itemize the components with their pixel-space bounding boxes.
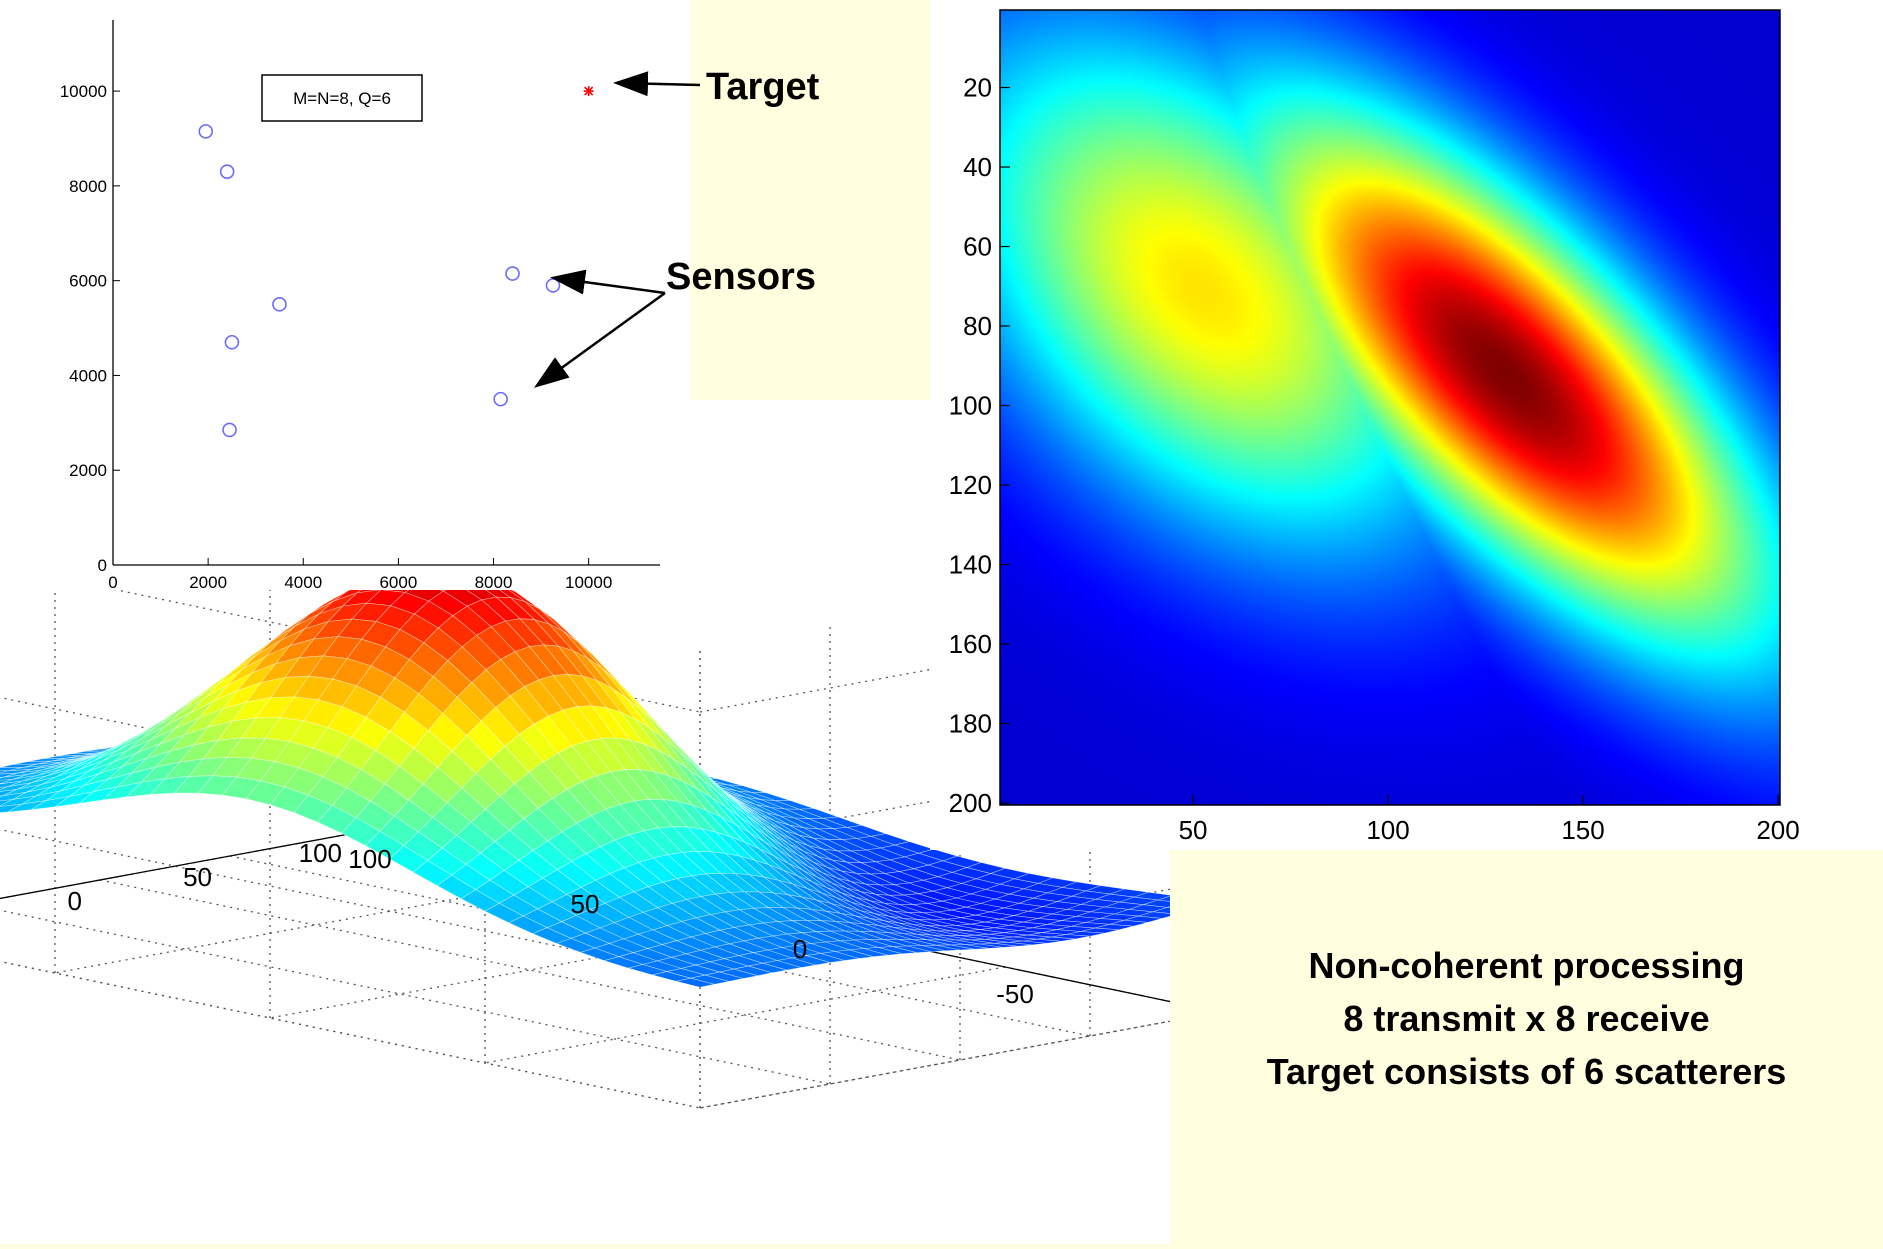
caption-line-1: Non-coherent processing: [1308, 945, 1745, 986]
surface-grid-line: [699, 1011, 1221, 1109]
heatmap-plot: 50 100 150 200 20 40 60 80 100 120 140 160 180 200: [949, 9, 1800, 845]
sensor-point: [219, 164, 235, 179]
heatmap-x-tick-label: 150: [1561, 815, 1604, 845]
heatmap-panel: 50 100 150 200 20 40 60 80 100 120 140 160 180 200: [930, 0, 1883, 850]
heatmap-y-tick-label: 40: [963, 152, 992, 182]
scatter-x-tick-label: 6000: [379, 573, 417, 590]
heatmap-y-tick-label: 200: [949, 788, 992, 818]
scatter-y-tick-label: 8000: [69, 177, 107, 196]
target-point: [583, 86, 594, 97]
scatter-legend: M=N=8, Q=6: [261, 74, 423, 122]
sensor-point: [493, 391, 508, 407]
target-label: Target: [706, 66, 820, 108]
scatter-tick-labels: 0 2000 4000 6000 8000 10000 0 2000 4000 6000 8000 1…: [60, 82, 613, 592]
heatmap-y-tick-label: 120: [949, 470, 992, 500]
scatter-x-tick-label: 2000: [189, 573, 227, 590]
surface-y-tick-label: 100: [299, 838, 342, 868]
scatter-plot-panel: 0 2000 4000 6000 8000 10000 0 2000 4000 6000 8000 1…: [0, 0, 690, 592]
caption-panel: Non-coherent processing 8 transmit x 8 r…: [1170, 850, 1883, 1244]
heatmap-x-tick-label: 50: [1179, 815, 1208, 845]
surface-patch: [676, 977, 715, 988]
surface-x-tick-label: 50: [571, 889, 600, 919]
sensor-point: [198, 124, 214, 139]
surface-y-tick-label: 0: [68, 886, 82, 916]
heatmap-x-tick-label: 100: [1366, 815, 1409, 845]
heatmap-y-tick-label: 80: [963, 311, 992, 341]
heatmap-y-tick-label: 100: [949, 391, 992, 421]
heatmap-y-tick-label: 160: [949, 629, 992, 659]
surface-y-axis: [0, 831, 361, 900]
heatmap-y-tick-label: 140: [949, 550, 992, 580]
heatmap-x-tick-label: 200: [1756, 815, 1799, 845]
scatter-y-tick-label: 6000: [69, 272, 107, 291]
surface-x-tick-label: 0: [793, 934, 807, 964]
caption-line-3: Target consists of 6 scatterers: [1266, 1051, 1787, 1092]
caption-line-2: 8 transmit x 8 receive: [1343, 998, 1710, 1039]
sensor-point: [222, 422, 237, 438]
sensor-point: [272, 297, 287, 312]
heatmap-y-tick-label: 180: [949, 709, 992, 739]
scatter-x-tick-label: 0: [108, 573, 117, 590]
heatmap-y-tick-label: 20: [963, 73, 992, 103]
heatmap-frame: [999, 9, 1781, 806]
surface-x-tick-label: 100: [348, 844, 391, 874]
scatter-y-tick-label: 2000: [69, 461, 107, 480]
scatter-y-tick-label: 0: [98, 556, 107, 575]
surface-x-tick-label: -50: [996, 979, 1034, 1009]
scatter-plot: 0 2000 4000 6000 8000 10000 0 2000 4000 6000 8000 1…: [60, 20, 660, 592]
legend-text: M=N=8, Q=6: [293, 89, 391, 108]
scatter-x-tick-label: 8000: [475, 573, 513, 590]
heatmap-tick-labels: 50 100 150 200 20 40 60 80 100 120 140 160 180 200: [949, 73, 1800, 845]
scatter-axes: [112, 20, 660, 566]
heatmap-y-tick-label: 60: [963, 232, 992, 262]
sensors-label: Sensors: [666, 256, 816, 298]
surface-grid-line: [699, 1011, 1221, 1109]
scatter-points: [198, 86, 594, 438]
scatter-x-tick-label: 10000: [565, 573, 612, 590]
heatmap-image: [1000, 10, 1780, 805]
scatter-y-tick-label: 10000: [60, 82, 107, 101]
sensor-point: [545, 278, 561, 293]
sensor-point: [224, 334, 240, 350]
scatter-y-tick-label: 4000: [69, 366, 107, 385]
surface-y-tick-label: 50: [183, 862, 212, 892]
legend-box: [261, 74, 423, 122]
sensor-point: [505, 266, 520, 281]
scatter-x-tick-label: 4000: [284, 573, 322, 590]
